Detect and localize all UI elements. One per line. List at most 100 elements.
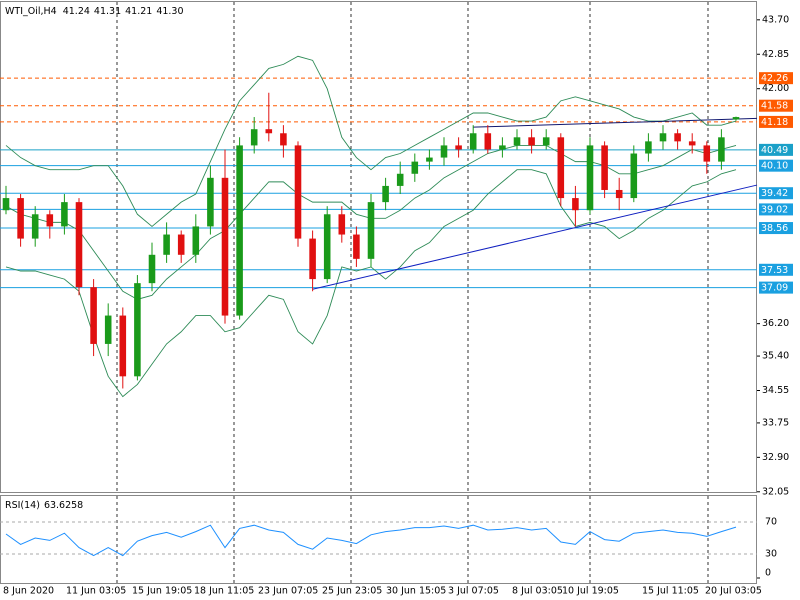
candle-body xyxy=(367,202,375,259)
level-label-box xyxy=(759,203,793,216)
candle-body xyxy=(177,234,185,255)
candle-body xyxy=(280,133,287,146)
candle-body xyxy=(396,173,404,186)
candle-body xyxy=(221,177,229,316)
level-label-box xyxy=(759,72,793,85)
level-label: 40.10 xyxy=(761,161,788,172)
vertical-grid xyxy=(116,2,709,583)
level-label: 37.09 xyxy=(761,283,788,294)
level-label-box xyxy=(759,222,793,235)
candle-body xyxy=(236,145,243,316)
candle-body xyxy=(572,198,579,211)
level-label-box xyxy=(759,99,793,112)
candle-body xyxy=(134,283,141,377)
candle-body xyxy=(528,137,535,146)
candle-body xyxy=(148,254,156,284)
candle-body xyxy=(615,189,623,199)
x-tick-label: 15 Jul 11:05 xyxy=(642,586,699,597)
level-label-box xyxy=(759,187,793,200)
candle-body xyxy=(674,133,681,142)
bollinger-upper xyxy=(5,55,737,228)
candle-body xyxy=(630,153,638,199)
candle-body xyxy=(411,161,419,174)
y-tick-label: 33.75 xyxy=(762,417,789,428)
x-tick-label: 8 Jul 03:05 xyxy=(512,586,563,597)
candle-body xyxy=(61,202,68,227)
x-tick-label: 8 Jun 2020 xyxy=(3,586,54,597)
candle-body xyxy=(586,145,594,211)
candle-body xyxy=(250,129,258,146)
rsi-tick-label: 70 xyxy=(765,517,777,528)
rsi-line xyxy=(5,524,737,557)
trendline xyxy=(473,117,758,128)
candle-body xyxy=(732,117,740,120)
x-tick-label: 23 Jun 07:05 xyxy=(258,586,318,597)
y-tick-label: 32.90 xyxy=(762,452,789,463)
level-label: 39.42 xyxy=(761,188,788,199)
candle-body xyxy=(31,214,39,239)
rsi-tick-label: 0 xyxy=(765,568,771,579)
candle-body xyxy=(542,137,550,146)
level-label: 39.02 xyxy=(761,204,788,215)
level-label: 41.18 xyxy=(761,117,788,128)
y-tick-label: 42.85 xyxy=(762,49,789,60)
header-close: 41.30 xyxy=(156,6,183,17)
y-tick-label: 34.55 xyxy=(762,385,789,396)
candle-body xyxy=(469,133,477,150)
price-panel xyxy=(0,55,758,398)
candle-body xyxy=(440,145,448,158)
y-tick-label: 35.40 xyxy=(762,351,789,362)
level-label-box xyxy=(759,159,793,172)
candle-body xyxy=(484,133,492,150)
level-label-box xyxy=(759,115,793,128)
rsi-header: RSI(14) 63.6258 xyxy=(5,500,83,511)
y-tick-label: 42.00 xyxy=(762,83,789,94)
candle-body xyxy=(192,226,200,255)
header-high: 41.31 xyxy=(94,6,121,17)
rsi-value: 63.6258 xyxy=(44,500,83,511)
candle-body xyxy=(163,234,170,255)
candle-body xyxy=(323,214,331,280)
x-tick-label: 3 Jul 07:05 xyxy=(448,586,499,597)
rsi-label: RSI(14) xyxy=(5,500,40,511)
candle-body xyxy=(90,287,97,344)
candle-body xyxy=(2,198,10,211)
candle-body xyxy=(265,129,273,134)
candle-body xyxy=(455,145,462,150)
candle-body xyxy=(207,177,214,227)
candle-body xyxy=(338,214,346,235)
y-tick-label: 43.70 xyxy=(762,14,789,25)
candle-body xyxy=(294,145,302,239)
candle-body xyxy=(119,315,127,377)
candle-body xyxy=(718,137,725,162)
level-label-box xyxy=(759,263,793,276)
candle-body xyxy=(104,315,112,344)
rsi-tick-label: 30 xyxy=(765,549,777,560)
x-tick-label: 10 Jul 19:05 xyxy=(562,586,619,597)
candle-body xyxy=(382,185,389,203)
rsi-panel xyxy=(0,521,760,579)
candle-body xyxy=(17,198,24,239)
level-label-box xyxy=(759,281,793,294)
candle-body xyxy=(601,145,608,190)
x-tick-label: 11 Jun 03:05 xyxy=(66,586,126,597)
level-label: 41.58 xyxy=(761,101,788,112)
candle-body xyxy=(426,157,433,162)
x-tick-label: 15 Jun 19:05 xyxy=(132,586,192,597)
level-label-box xyxy=(759,143,793,156)
level-label: 42.26 xyxy=(761,73,788,84)
candle-body xyxy=(513,137,521,146)
y-tick-label: 32.05 xyxy=(762,486,789,497)
x-tick-label: 25 Jun 23:05 xyxy=(322,586,382,597)
x-tick-label: 30 Jun 15:05 xyxy=(386,586,446,597)
candle-body xyxy=(703,145,711,162)
trendline xyxy=(312,184,758,290)
candle-body xyxy=(46,214,54,227)
level-label: 40.49 xyxy=(761,145,788,156)
candle-body xyxy=(353,234,360,259)
rsi-panel-frame xyxy=(0,495,757,584)
chart-header: WTI_Oil,H4 41.24 41.31 41.21 41.30 xyxy=(5,6,184,17)
header-open: 41.24 xyxy=(63,6,90,17)
